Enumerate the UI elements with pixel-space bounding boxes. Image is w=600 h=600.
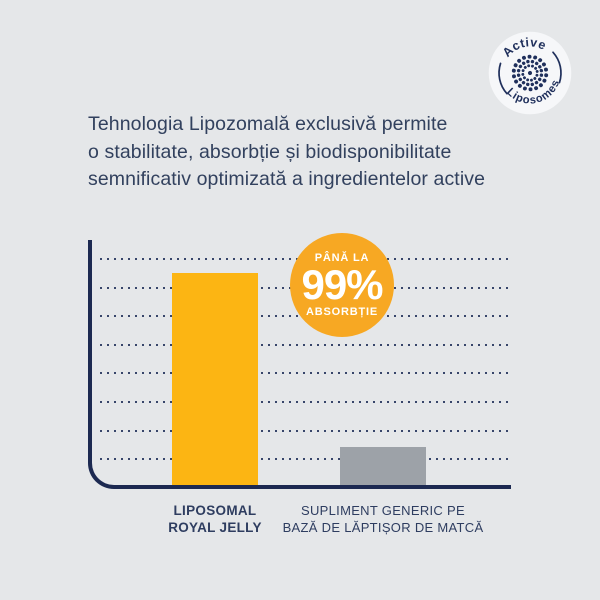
callout-prefix: PÂNĂ LA <box>314 252 370 264</box>
heading-line-1: Tehnologia Lipozomală exclusivă permite <box>88 113 448 135</box>
gridline <box>100 430 509 432</box>
xtick-line: ROYAL JELLY <box>168 520 262 535</box>
page-title: Tehnologia Lipozomală exclusivă permite … <box>88 111 485 194</box>
heading-line-2: o stabilitate, absorbție și biodisponibi… <box>88 140 452 163</box>
callout-value: 99% <box>301 261 383 308</box>
liposome-stamp-icon: Active Liposomes <box>488 31 572 115</box>
mandala-center-dot <box>527 70 533 76</box>
absorption-callout-badge: PÂNĂ LA 99% ABSORBȚIE <box>290 233 394 337</box>
stamp-parenthesis-arcs <box>498 51 562 95</box>
bar-liposomal-royal-jelly <box>172 272 258 489</box>
bar-generic-supplement <box>340 447 426 489</box>
gridline <box>100 344 509 346</box>
xtick-line: BAZĂ DE LĂPTIȘOR DE MATCĂ <box>282 520 484 535</box>
gridline <box>100 372 509 374</box>
liposome-dot-mandala-icon <box>511 54 549 92</box>
callout-suffix: ABSORBȚIE <box>306 306 378 318</box>
xtick-liposomal-royal-jelly: LIPOSOMAL ROYAL JELLY <box>168 502 262 536</box>
xtick-line: LIPOSOMAL <box>173 503 257 518</box>
heading-line-3: semnificativ optimizată a ingredientelor… <box>88 168 486 190</box>
active-liposomes-badge: Active Liposomes <box>479 22 581 124</box>
xtick-generic-supplement: SUPLIMENT GENERIC PE BAZĂ DE LĂPTIȘOR DE… <box>283 502 484 536</box>
xtick-line: SUPLIMENT GENERIC PE <box>301 503 465 518</box>
gridline <box>100 458 509 460</box>
gridline <box>100 401 509 403</box>
